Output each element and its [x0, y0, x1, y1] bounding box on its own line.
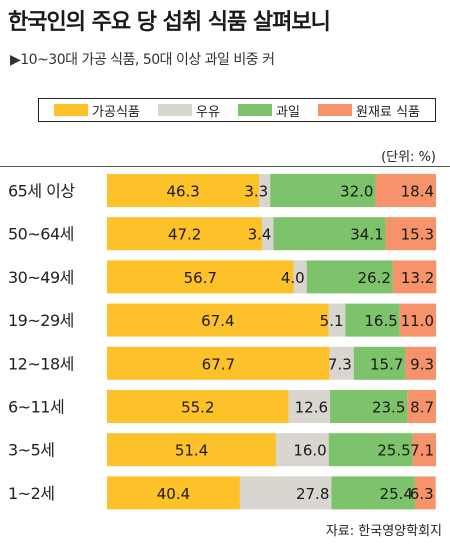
bar-segment [331, 476, 415, 510]
data-label: 9.3 [410, 355, 434, 373]
data-label: 23.5 [372, 399, 405, 417]
chart-subtitle: ▶10~30대 가공 식품, 50대 이상 과일 비중 커 [10, 52, 275, 68]
bar-segment [407, 390, 436, 423]
data-label: 34.1 [350, 226, 383, 244]
bar-segment [107, 217, 263, 251]
category-label: 65세 이상 [8, 182, 75, 201]
legend-swatch-milk [157, 104, 192, 116]
legend-item-milk: 우유 [157, 101, 220, 120]
data-label: 12.6 [295, 399, 328, 417]
data-label: 3.4 [248, 226, 272, 244]
data-label: 51.4 [175, 442, 208, 460]
data-label: 15.7 [370, 355, 403, 373]
bar-segment [328, 303, 346, 337]
legend: 가공식품 우유 과일 원재료 식품 [38, 98, 436, 122]
data-label: 32.0 [340, 183, 373, 201]
bar-segment [399, 303, 436, 337]
legend-label-fruit: 과일 [276, 104, 300, 120]
data-label: 7.1 [410, 442, 434, 460]
bar-segment [353, 346, 406, 380]
category-label: 19~29세 [8, 311, 74, 330]
bar-segment [405, 346, 436, 380]
data-label: 56.7 [184, 269, 217, 287]
legend-item-raw: 원재료 식품 [318, 101, 420, 120]
bar-segment [385, 217, 436, 251]
legend-item-processed: 가공식품 [54, 101, 140, 120]
source-note: 자료: 한국영양학회지 [325, 524, 442, 539]
data-label: 16.0 [293, 442, 326, 460]
bar-segment [107, 303, 329, 337]
bar-segment [412, 433, 436, 467]
bar-segment [375, 174, 436, 207]
data-label: 5.1 [320, 312, 344, 330]
bar-segment [259, 174, 271, 207]
data-label: 25.4 [380, 485, 413, 503]
unit-label: (단위: %) [381, 150, 436, 165]
legend-item-fruit: 과일 [238, 101, 300, 120]
bar-segment [345, 303, 400, 337]
bar-segment [107, 260, 294, 294]
bar-segment [107, 174, 260, 207]
bar-segment [328, 433, 413, 467]
bar-segment [273, 217, 386, 251]
data-label: 67.4 [201, 312, 234, 330]
data-label: 18.4 [401, 183, 434, 201]
category-label: 1~2세 [8, 484, 55, 503]
category-label: 12~18세 [8, 354, 74, 373]
data-label: 8.7 [410, 399, 434, 417]
bar-segment [107, 476, 240, 510]
data-label: 27.8 [296, 485, 329, 503]
bar-segment [329, 346, 354, 380]
bar-segment [270, 174, 376, 207]
data-label: 40.4 [157, 485, 190, 503]
chart-title: 한국인의 주요 당 섭취 식품 살펴보니 [8, 10, 331, 35]
data-label: 15.3 [401, 226, 434, 244]
data-label: 26.2 [357, 269, 390, 287]
data-label: 16.5 [364, 312, 397, 330]
legend-swatch-fruit [238, 104, 272, 116]
stacked-bar-chart: 65세 이상 46.3 3.3 32.0 18.4 50~64세 47.2 3.4 34.1 15… [8, 174, 437, 510]
top-rule [0, 166, 450, 167]
bar-segment [107, 390, 289, 423]
bar-segment [262, 217, 274, 251]
legend-label-processed: 가공식품 [92, 104, 140, 120]
bar-segment [107, 346, 330, 380]
category-label: 3~5세 [8, 441, 55, 460]
legend-swatch-raw [318, 104, 353, 116]
data-label: 11.0 [401, 312, 434, 330]
bar-segment [293, 260, 307, 294]
category-label: 50~64세 [8, 225, 74, 244]
bar-segment [276, 433, 329, 467]
data-label: 6.3 [410, 485, 434, 503]
data-label: 55.2 [181, 399, 214, 417]
data-label: 3.3 [244, 183, 268, 201]
bar-segment [392, 260, 437, 294]
legend-label-milk: 우유 [195, 104, 220, 120]
category-label: 6~11세 [8, 398, 64, 417]
data-label: 25.5 [377, 442, 410, 460]
legend-label-raw: 원재료 식품 [356, 104, 420, 120]
bar-segment [330, 390, 408, 423]
data-label: 7.3 [328, 355, 352, 373]
data-label: 47.2 [168, 226, 201, 244]
bar-segment [306, 260, 393, 294]
data-label: 4.0 [281, 269, 305, 287]
bar-segment [288, 390, 331, 423]
bar-segment [107, 433, 277, 467]
bar-segment [414, 476, 436, 510]
category-label: 30~49세 [8, 268, 74, 287]
data-label: 46.3 [166, 183, 199, 201]
data-label: 67.7 [202, 355, 235, 373]
bar-segment [239, 476, 332, 510]
legend-swatch-processed [54, 104, 89, 116]
data-label: 13.2 [401, 269, 434, 287]
